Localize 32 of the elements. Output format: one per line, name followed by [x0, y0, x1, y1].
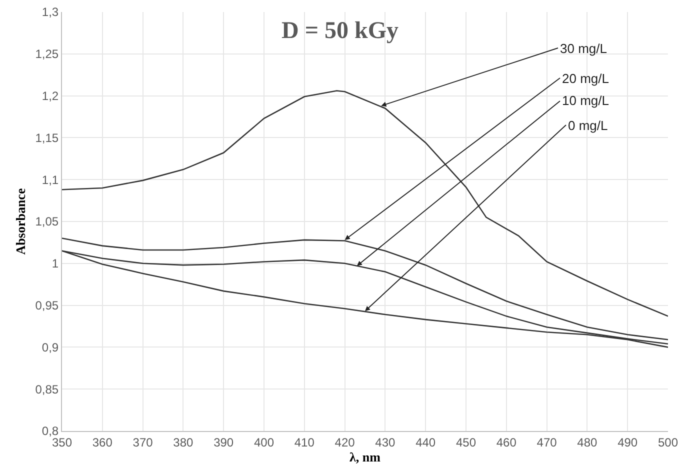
x-tick-label: 460: [496, 435, 517, 450]
x-tick-label: 400: [254, 435, 274, 450]
y-tick-label: 1,1: [42, 172, 59, 187]
x-axis-title: λ, nm: [350, 449, 381, 464]
x-tick-label: 450: [456, 435, 476, 450]
chart-title: D = 50 kGy: [281, 18, 399, 44]
x-tick-label: 360: [92, 435, 113, 450]
y-tick-label: 0,9: [42, 340, 59, 354]
y-tick-label: 0,85: [35, 382, 59, 396]
x-tick-label: 500: [658, 435, 678, 450]
x-tick-label: 490: [618, 435, 638, 450]
x-tick-label: 430: [375, 435, 396, 450]
x-tick-label: 470: [536, 435, 558, 450]
x-tick-label: 380: [173, 435, 194, 450]
annotation: 30 mg/L: [560, 41, 607, 56]
x-tick-label: 390: [214, 435, 234, 450]
y-tick-label: 1,05: [35, 214, 59, 229]
y-tick-label: 0,95: [35, 298, 59, 312]
annotation: 0 mg/L: [568, 118, 608, 133]
y-axis-title: Absorbance: [13, 188, 28, 255]
annotation: 20 mg/L: [562, 71, 609, 86]
y-tick-label: 1,2: [42, 89, 59, 103]
y-tick-label: 1,25: [35, 47, 59, 62]
x-tick-label: 410: [294, 435, 315, 450]
x-tick-label: 440: [416, 435, 436, 450]
annotation: 10 mg/L: [562, 93, 609, 108]
x-tick-label: 480: [577, 435, 598, 450]
y-tick-label: 1,3: [42, 5, 59, 20]
y-tick-label: 1,15: [35, 130, 59, 145]
x-tick-label: 420: [334, 435, 356, 450]
x-tick-label: 370: [132, 435, 154, 450]
y-tick-label: 1: [52, 256, 59, 271]
